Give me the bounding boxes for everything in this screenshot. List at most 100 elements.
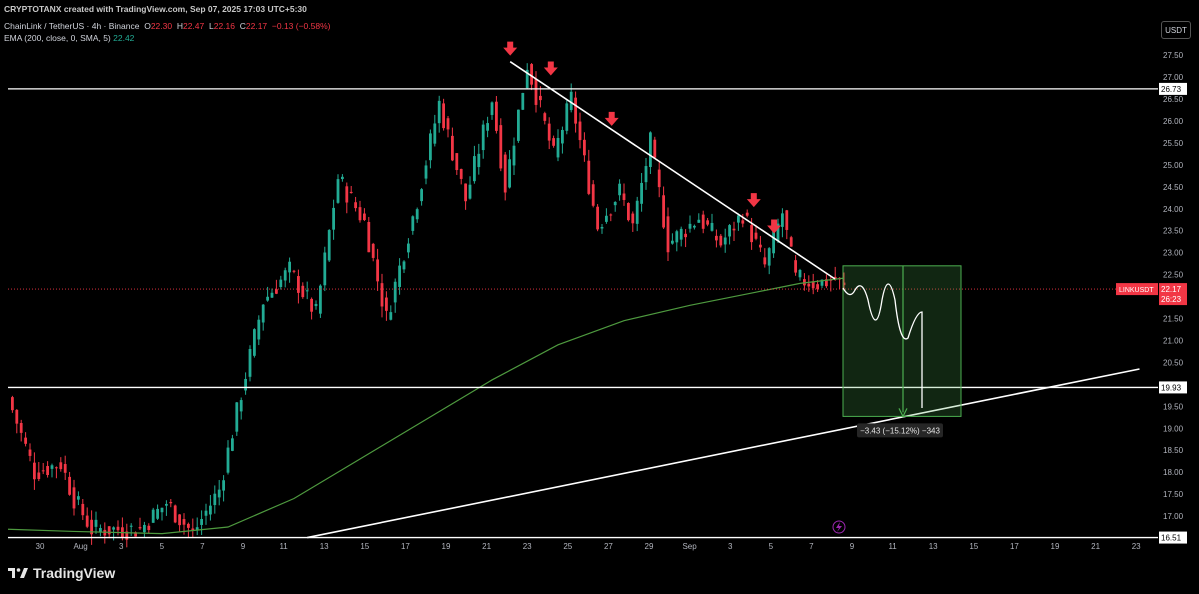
x-tick-label: 21 <box>1091 542 1100 551</box>
tradingview-logo-icon <box>8 568 28 578</box>
candle-body <box>55 467 58 469</box>
candle-body <box>534 78 538 105</box>
ohlc-change: −0.13 (−0.58%) <box>271 21 331 31</box>
candle-body <box>481 124 485 151</box>
candle-body <box>710 222 714 231</box>
level-price-label: 16.51 <box>1161 534 1182 543</box>
candle-body <box>376 259 379 282</box>
x-tick-label: 11 <box>888 542 897 551</box>
x-tick-label: 25 <box>563 542 572 551</box>
x-tick-label: 7 <box>809 542 814 551</box>
candle-body <box>437 100 441 124</box>
candle-body <box>477 153 481 168</box>
candle-body <box>789 237 793 247</box>
candle-body <box>816 284 819 290</box>
candle-body <box>248 349 252 377</box>
candle-body <box>200 519 203 525</box>
current-price-label: 22.17 <box>1161 285 1182 294</box>
x-tick-label: 5 <box>769 542 774 551</box>
candle-body <box>433 123 437 144</box>
candle-body <box>11 397 14 411</box>
candle-body <box>371 243 375 258</box>
candle-body <box>41 470 45 472</box>
ohlc-open: 22.30 <box>150 21 173 31</box>
candle-body <box>653 139 657 158</box>
candle-body <box>569 91 573 111</box>
candle-body <box>266 296 269 301</box>
candle-body <box>767 248 771 266</box>
y-tick-label: 21.50 <box>1163 315 1184 324</box>
candle-body <box>644 166 648 183</box>
candle-body <box>591 184 595 206</box>
trendline-ascending-support <box>307 368 1140 539</box>
x-tick-label: Sep <box>682 542 697 551</box>
candle-body <box>697 219 701 223</box>
x-tick-label: 29 <box>645 542 654 551</box>
candle-body <box>803 279 806 286</box>
candle-body <box>754 232 758 239</box>
symbol-tag-box <box>1116 283 1158 296</box>
measure-label-box <box>857 423 943 438</box>
down-arrow-icon <box>746 193 761 208</box>
candle-body <box>719 235 723 246</box>
candle-body <box>297 276 300 293</box>
candle-body <box>151 509 155 523</box>
candle-body <box>701 214 705 229</box>
x-tick-label: 3 <box>728 542 733 551</box>
x-tick-label: 13 <box>929 542 938 551</box>
currency-button[interactable]: USDT <box>1161 21 1191 39</box>
y-tick-label: 25.00 <box>1163 161 1184 170</box>
candle-body <box>15 409 19 424</box>
symbol-legend[interactable]: ChainLink / TetherUS · 4h · Binance O22.… <box>4 21 331 31</box>
candle-body <box>763 257 767 265</box>
candle-body <box>671 240 674 244</box>
candle-body <box>37 472 41 480</box>
x-tick-label: 7 <box>200 542 205 551</box>
candle-body <box>728 225 731 237</box>
candle-body <box>556 137 560 158</box>
candle-body <box>323 252 327 286</box>
candle-body <box>341 176 344 180</box>
candle-body <box>679 228 683 240</box>
candle-body <box>305 290 309 292</box>
lightning-icon <box>836 522 842 532</box>
candle-body <box>77 496 80 500</box>
ema-legend[interactable]: EMA (200, close, 0, SMA, 5) 22.42 <box>4 33 134 43</box>
candle-body <box>499 125 503 169</box>
candle-body <box>517 109 520 141</box>
candle-body <box>354 202 357 209</box>
candle-body <box>319 285 322 314</box>
projected-price-path <box>842 283 923 408</box>
candle-body <box>129 525 133 527</box>
x-tick-label: 11 <box>279 542 288 551</box>
candle-body <box>349 191 353 194</box>
candle-body <box>59 462 63 470</box>
y-tick-label: 19.50 <box>1163 402 1184 411</box>
candle-body <box>587 160 591 194</box>
x-tick-label: 19 <box>1051 542 1060 551</box>
candle-body <box>750 225 753 243</box>
measure-label: −3.43 (−15.12%) −343 <box>860 426 940 435</box>
candle-body <box>244 378 247 391</box>
candle-body <box>239 400 243 412</box>
candle-body <box>627 203 630 221</box>
candle-body <box>28 449 32 456</box>
candle-body <box>794 260 797 273</box>
candle-body <box>759 244 762 248</box>
candle-body <box>85 515 89 527</box>
candle-body <box>90 519 93 535</box>
candle-body <box>732 228 736 231</box>
candle-body <box>596 206 599 230</box>
candle-body <box>503 154 507 193</box>
down-arrow-icon <box>604 111 619 126</box>
x-tick-label: 30 <box>36 542 45 551</box>
candle-body <box>525 69 529 89</box>
candle-body <box>547 123 551 141</box>
x-tick-label: Aug <box>73 542 87 551</box>
level-price-box <box>1159 531 1187 544</box>
candle-body <box>635 200 639 224</box>
tradingview-brand[interactable]: TradingView <box>8 565 115 581</box>
countdown-label: 26:23 <box>1161 295 1182 304</box>
candle-body <box>50 465 54 469</box>
